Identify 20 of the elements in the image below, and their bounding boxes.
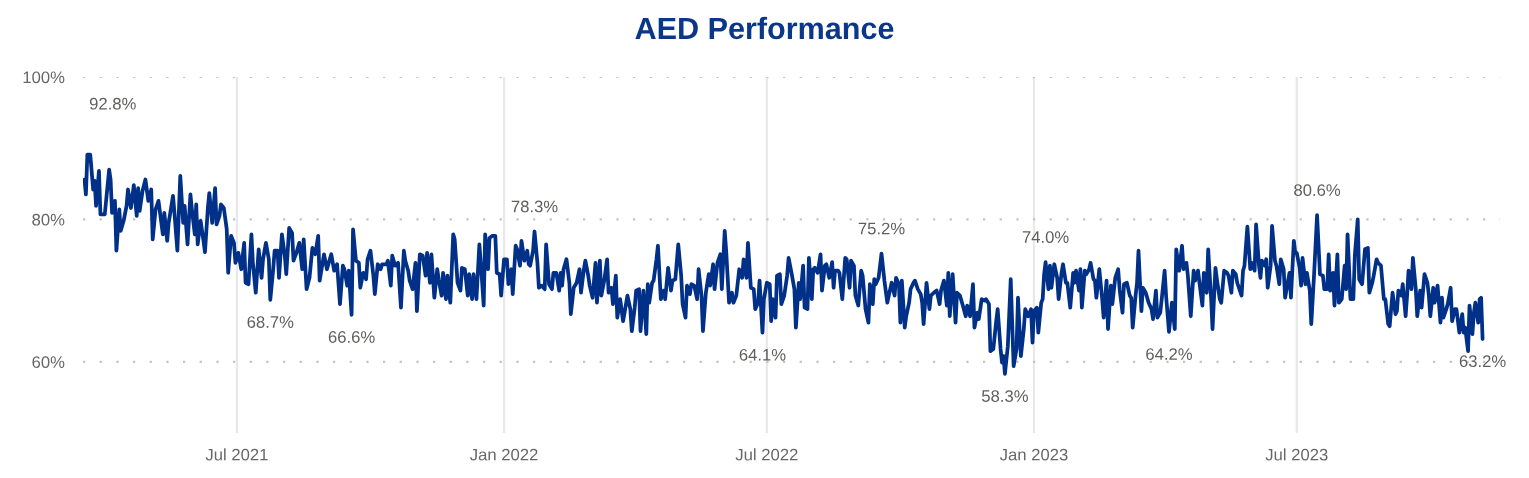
x-tick-label: Jan 2022	[470, 448, 538, 461]
annotation: 58.3%	[981, 390, 1028, 402]
annotation: 92.8%	[89, 97, 136, 110]
x-tick-label: Jul 2021	[205, 448, 268, 461]
x-tick-label: Jul 2022	[735, 448, 798, 461]
annotation: 80.6%	[1294, 184, 1341, 196]
y-tick-label: 80%	[32, 213, 65, 226]
chart-title: AED Performance	[635, 16, 894, 40]
y-tick-label: 100%	[23, 71, 65, 84]
annotation: 78.3%	[511, 200, 558, 213]
annotation: 75.2%	[858, 222, 905, 235]
x-tick-label: Jul 2023	[1265, 448, 1328, 461]
y-tick-label: 60%	[32, 356, 65, 368]
annotation: 64.2%	[1146, 348, 1193, 360]
annotation: 66.6%	[328, 331, 375, 343]
annotation: 63.2%	[1459, 355, 1506, 368]
annotation: 74.0%	[1022, 231, 1069, 243]
x-tick-label: Jan 2023	[999, 448, 1068, 461]
annotation: 68.7%	[247, 316, 294, 328]
annotation: 64.1%	[739, 348, 786, 361]
